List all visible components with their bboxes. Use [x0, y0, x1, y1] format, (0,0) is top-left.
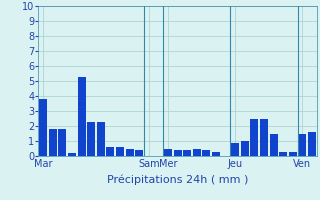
Bar: [106, 147, 115, 156]
Bar: [269, 134, 278, 156]
Bar: [116, 147, 124, 156]
Bar: [39, 99, 47, 156]
Bar: [202, 150, 211, 156]
Bar: [97, 121, 105, 156]
Bar: [135, 150, 143, 156]
Bar: [164, 148, 172, 156]
Bar: [212, 152, 220, 156]
Bar: [68, 153, 76, 156]
Bar: [193, 148, 201, 156]
Bar: [250, 118, 259, 156]
Bar: [279, 152, 287, 156]
Bar: [77, 76, 86, 156]
Bar: [58, 129, 67, 156]
Bar: [289, 152, 297, 156]
Bar: [308, 132, 316, 156]
Bar: [260, 118, 268, 156]
Bar: [241, 141, 249, 156]
Bar: [87, 121, 95, 156]
X-axis label: Précipitations 24h ( mm ): Précipitations 24h ( mm ): [107, 174, 248, 185]
Bar: [173, 150, 182, 156]
Bar: [125, 149, 134, 156]
Bar: [231, 142, 239, 156]
Bar: [49, 129, 57, 156]
Bar: [183, 150, 191, 156]
Bar: [298, 134, 307, 156]
